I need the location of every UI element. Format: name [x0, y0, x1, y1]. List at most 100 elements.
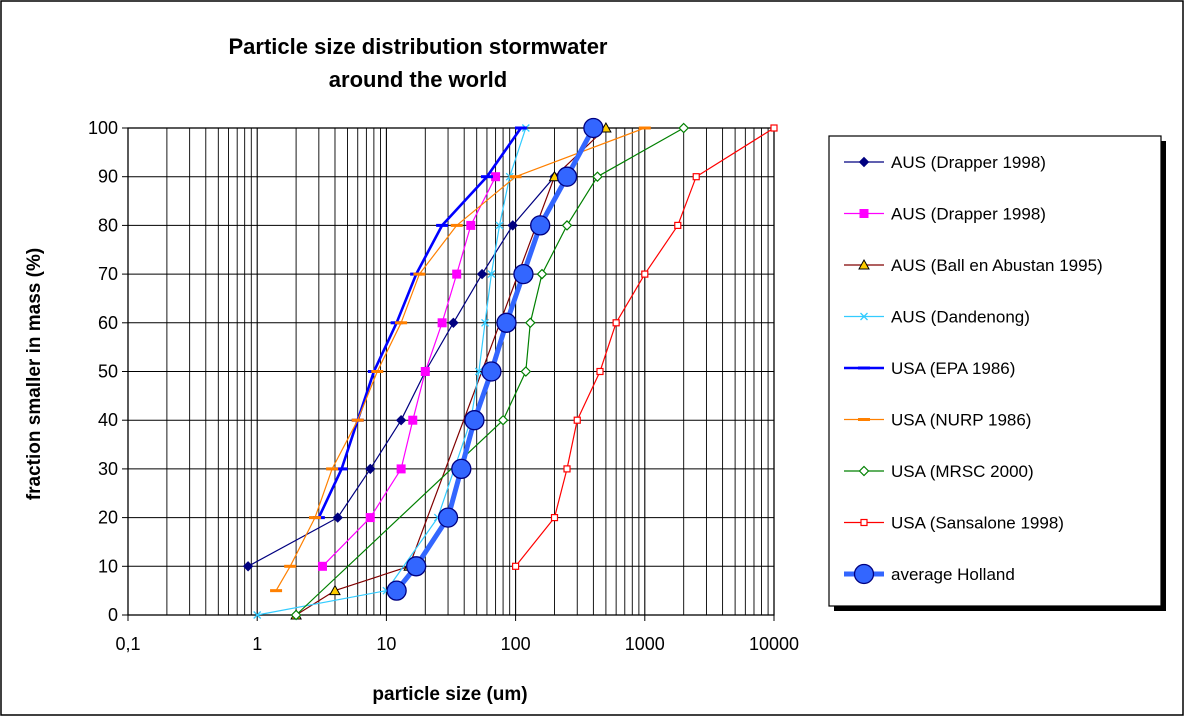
legend-label: AUS (Dandenong) [891, 308, 1030, 327]
data-point [253, 611, 262, 619]
legend-item: USA (EPA 1986) [844, 359, 1015, 378]
data-point [476, 268, 488, 280]
y-tick-label: 90 [98, 167, 118, 187]
data-point [858, 258, 870, 270]
data-point [474, 367, 483, 376]
data-point-stroke [860, 312, 868, 321]
data-point [396, 464, 406, 474]
series-line [257, 127, 527, 616]
data-point [507, 220, 518, 231]
y-tick-label: 20 [98, 508, 118, 528]
data-point [858, 156, 870, 168]
y-tick-label: 0 [108, 605, 118, 625]
legend-label: USA (Sansalone 1998) [891, 514, 1064, 533]
chart-title-line-2: around the world [329, 67, 507, 92]
legend-item: USA (Sansalone 1998) [844, 514, 1064, 533]
legend-label: USA (MRSC 2000) [891, 462, 1034, 481]
data-point-stroke [253, 611, 262, 619]
data-point [464, 410, 485, 431]
y-tick-label: 40 [98, 410, 118, 430]
data-point-stroke [495, 221, 504, 230]
data-point [395, 414, 407, 426]
legend-label: USA (NURP 1986) [891, 411, 1031, 430]
data-point [530, 215, 551, 236]
data-point [859, 209, 869, 218]
data-point [770, 124, 778, 132]
data-point-stroke [474, 367, 483, 376]
data-point [497, 414, 509, 426]
data-point [556, 166, 578, 187]
data-point [596, 367, 604, 376]
data-point [612, 319, 620, 327]
legend-label: AUS (Drapper 1998) [891, 205, 1046, 224]
data-point [524, 317, 536, 329]
chart-title-line-1: Particle size distribution stormwater [229, 34, 608, 59]
series-7 [290, 122, 690, 621]
x-tick-label: 100 [501, 634, 531, 654]
data-point [592, 171, 603, 183]
x-axis-title: particle size (um) [372, 684, 527, 705]
data-point [420, 367, 430, 376]
data-point [365, 513, 375, 523]
data-point-stroke [487, 270, 496, 279]
data-point [365, 463, 376, 475]
data-point [573, 416, 581, 424]
legend-label: USA (EPA 1986) [891, 359, 1015, 378]
data-point [563, 465, 571, 473]
data-point [561, 220, 573, 231]
data-point [853, 563, 875, 585]
data-point [487, 270, 496, 279]
data-point [290, 609, 302, 621]
data-point [860, 518, 868, 527]
data-point [408, 415, 418, 425]
data-point [452, 269, 462, 279]
series-8 [511, 124, 778, 570]
y-tick-label: 30 [98, 459, 118, 479]
data-point [674, 221, 682, 229]
data-point [448, 317, 459, 329]
data-point [511, 562, 520, 570]
data-point [481, 318, 489, 327]
series-line [295, 127, 684, 616]
data-point [242, 561, 254, 572]
data-point [860, 312, 868, 321]
y-tick-label: 70 [98, 264, 118, 284]
legend-label: average Holland [891, 565, 1015, 584]
legend-item: AUS (Dandenong) [844, 308, 1030, 327]
legend-box [828, 135, 1162, 607]
y-tick-label: 80 [98, 215, 118, 235]
x-tick-label: 1000 [625, 634, 665, 654]
data-point [481, 361, 502, 382]
data-point [496, 312, 517, 333]
data-point [406, 556, 427, 577]
x-tick-label: 0,1 [115, 634, 140, 654]
data-point [437, 507, 459, 528]
data-point [678, 122, 690, 134]
series-9 [386, 117, 604, 601]
y-tick-label: 50 [98, 362, 118, 382]
data-point [437, 318, 447, 328]
legend-item: AUS (Drapper 1998) [844, 153, 1046, 172]
data-point [329, 584, 341, 596]
data-point [317, 561, 327, 571]
series-6 [270, 126, 651, 593]
x-tick-label: 10000 [749, 634, 799, 654]
data-point [451, 458, 472, 480]
legend-label: AUS (Drapper 1998) [891, 153, 1046, 172]
legend-item: AUS (Drapper 1998) [844, 205, 1046, 224]
y-tick-label: 100 [88, 118, 118, 138]
data-point [641, 270, 649, 278]
x-tick-label: 1 [252, 634, 262, 654]
y-axis-title: fraction smaller in mass (%) [24, 248, 45, 500]
legend-label: AUS (Ball en Abustan 1995) [891, 256, 1103, 275]
series-2 [317, 172, 501, 571]
data-point [583, 117, 604, 139]
data-point [513, 263, 534, 285]
legend: AUS (Drapper 1998) AUS (Drapper 1998) AUS … [828, 135, 1166, 611]
y-tick-label: 60 [98, 313, 118, 333]
data-point-stroke [481, 318, 489, 327]
legend-item: average Holland [844, 563, 1015, 585]
y-tick-label: 10 [98, 556, 118, 576]
data-point [692, 173, 700, 181]
